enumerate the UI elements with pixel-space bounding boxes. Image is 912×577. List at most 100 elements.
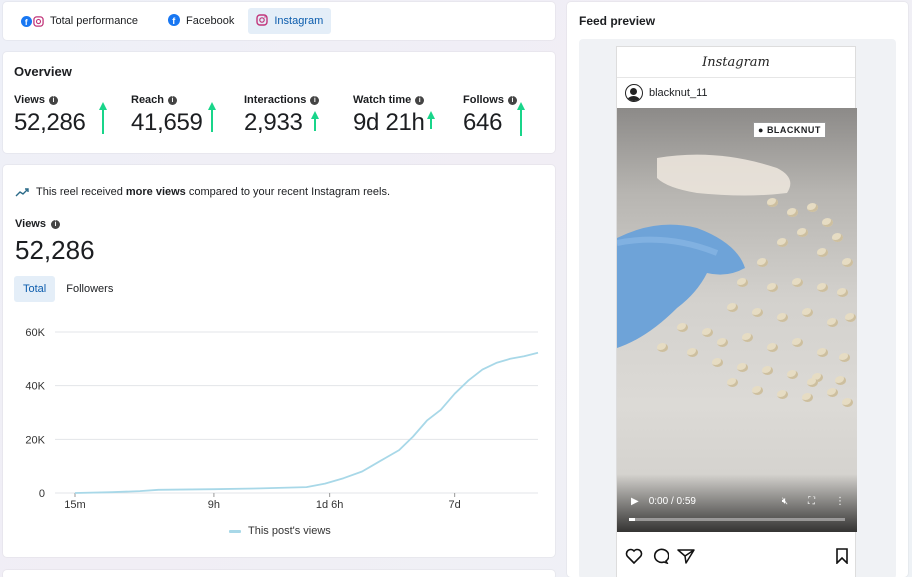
x-tick-label: 15m <box>64 499 85 511</box>
hazelnut <box>817 283 828 292</box>
info-icon[interactable]: i <box>168 95 178 105</box>
blacknut-logo: ● BLACKNUT <box>753 122 826 138</box>
y-tick-label: 60K <box>25 327 45 339</box>
info-icon[interactable]: i <box>49 95 58 105</box>
metric-interactions: Interactions i 2,933 <box>244 94 320 137</box>
next-card <box>3 570 555 577</box>
hazelnut <box>812 373 823 382</box>
insight-banner: This reel received more views compared t… <box>15 186 390 198</box>
video-player[interactable]: ● BLACKNUT ▶ 0:00 / 0:59 🔇︎ ⛶ ⋮ <box>617 108 857 532</box>
feed-preview-card: Feed preview Instagram blacknut_11 ● BLA… <box>567 2 908 577</box>
hazelnut <box>717 338 728 347</box>
gloved-hand-image <box>617 224 745 348</box>
hazelnut <box>827 318 838 327</box>
feed-preview-title: Feed preview <box>579 14 656 28</box>
chart-legend: This post's views <box>229 525 331 537</box>
metric-label: Reach <box>131 94 165 106</box>
instagram-logo: Instagram <box>617 47 855 78</box>
views-value: 52,286 <box>15 235 95 265</box>
metric-watch-time: Watch time i 9d 21h <box>353 94 425 137</box>
hazelnut <box>777 238 788 247</box>
video-controls: ▶ 0:00 / 0:59 🔇︎ ⛶ ⋮ <box>617 474 857 532</box>
hazelnut <box>677 323 688 332</box>
tab-label: Instagram <box>274 15 324 27</box>
hazelnut <box>802 308 813 317</box>
hazelnut <box>792 338 803 347</box>
series-line-views[interactable] <box>74 351 539 494</box>
legend-label: This post's views <box>248 525 331 537</box>
hand-image <box>657 154 791 196</box>
hazelnut <box>702 328 713 337</box>
views-chart-card: This reel received more views compared t… <box>3 165 555 557</box>
more-options-icon[interactable]: ⋮ <box>835 496 845 507</box>
heart-icon[interactable] <box>625 548 643 564</box>
hazelnut <box>727 303 738 312</box>
hazelnut <box>737 363 748 372</box>
fullscreen-icon[interactable]: ⛶ <box>808 496 815 507</box>
video-time: 0:00 / 0:59 <box>648 496 696 507</box>
info-icon[interactable]: i <box>310 95 320 105</box>
metric-value: 646 <box>463 109 503 136</box>
hazelnut <box>792 278 803 287</box>
facebook-icon: f <box>168 13 181 29</box>
tab-facebook[interactable]: f Facebook <box>162 8 240 34</box>
hazelnut <box>767 283 778 292</box>
hazelnut <box>807 203 818 212</box>
share-icon[interactable] <box>677 548 695 564</box>
tab-total-performance[interactable]: f Total performance <box>15 8 144 34</box>
metric-value: 2,933 <box>244 109 303 136</box>
y-tick-label: 0 <box>39 488 45 500</box>
hazelnut <box>807 378 818 387</box>
metric-label: Views <box>14 94 45 106</box>
hazelnut <box>777 313 788 322</box>
play-icon[interactable]: ▶ <box>631 496 639 507</box>
up-arrow-icon <box>208 102 216 132</box>
info-icon[interactable]: i <box>51 219 60 229</box>
hazelnut <box>837 288 848 297</box>
svg-text:f: f <box>172 16 176 26</box>
hazelnut <box>839 353 850 362</box>
overview-title: Overview <box>14 64 72 79</box>
hazelnut <box>842 258 853 267</box>
video-seek-bar[interactable] <box>629 518 845 521</box>
hazelnut <box>797 228 808 237</box>
legend-swatch <box>229 529 241 533</box>
hazelnut <box>842 398 853 407</box>
hazelnut <box>687 348 698 357</box>
y-tick-label: 40K <box>25 381 45 393</box>
tab-instagram[interactable]: Instagram <box>248 8 332 34</box>
segment-total[interactable]: Total <box>14 276 56 302</box>
hazelnut <box>802 393 813 402</box>
metric-label: Interactions <box>244 94 307 106</box>
facebook-instagram-icon: f <box>21 15 44 27</box>
x-tick-label: 1d 6h <box>316 499 344 511</box>
insight-text: This reel received more views compared t… <box>36 186 391 198</box>
post-account: blacknut_11 <box>617 78 855 108</box>
up-arrow-icon <box>517 102 525 136</box>
avatar[interactable] <box>625 84 643 102</box>
account-name[interactable]: blacknut_11 <box>649 87 708 99</box>
metric-views: Views i 52,286 <box>14 94 86 137</box>
bookmark-icon[interactable] <box>835 548 849 564</box>
up-arrow-icon <box>427 111 435 129</box>
hazelnut <box>657 343 668 352</box>
metric-reach: Reach i 41,659 <box>131 94 203 137</box>
hazelnut <box>767 343 778 352</box>
x-tick-label: 7d <box>449 499 461 511</box>
segment-followers[interactable]: Followers <box>66 283 114 295</box>
x-tick-label: 9h <box>208 499 220 511</box>
hazelnut <box>817 248 828 257</box>
metric-value: 9d 21h <box>353 109 425 136</box>
comment-icon[interactable] <box>651 548 669 564</box>
info-icon[interactable]: i <box>415 95 425 105</box>
hazelnut <box>737 278 748 287</box>
up-arrow-icon <box>99 102 107 134</box>
mute-icon[interactable]: 🔇︎ <box>781 496 788 507</box>
tab-label: Facebook <box>186 15 235 27</box>
hazelnut <box>712 358 723 367</box>
metric-value: 41,659 <box>131 109 203 136</box>
up-arrow-icon <box>311 111 319 131</box>
post-actions <box>625 548 849 564</box>
info-icon[interactable]: i <box>507 95 517 105</box>
metric-label: Follows <box>463 94 504 106</box>
